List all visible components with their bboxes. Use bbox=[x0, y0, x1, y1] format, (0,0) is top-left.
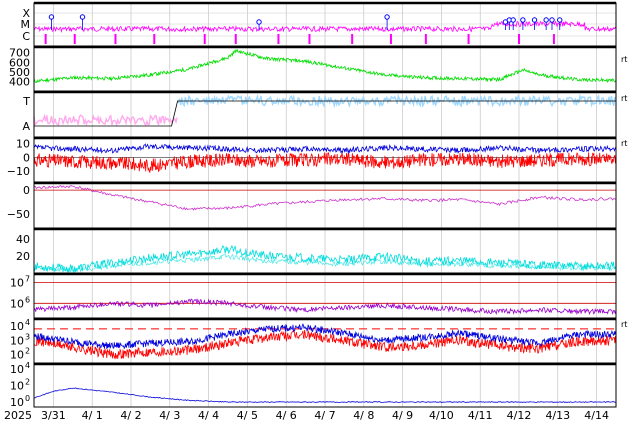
ytick-dst--50: −50 bbox=[7, 208, 30, 221]
xtick-label: 4/ 4 bbox=[198, 409, 219, 422]
xtick-label: 4/ 5 bbox=[237, 409, 258, 422]
bt-line bbox=[33, 143, 617, 155]
ytick-bz-0: 0 bbox=[23, 151, 30, 164]
flare-marker bbox=[256, 19, 262, 25]
flare-marker bbox=[48, 14, 55, 20]
proton-flux-blue-line bbox=[33, 323, 617, 350]
xray-flux-line bbox=[33, 20, 617, 33]
xtick-label: 4/11 bbox=[468, 409, 493, 422]
xtick-label: 4/ 3 bbox=[159, 409, 180, 422]
flare-marker bbox=[510, 17, 516, 23]
ytick-exp-proton-2: 2 bbox=[25, 346, 30, 355]
xtick-label: 4/ 6 bbox=[276, 409, 297, 422]
xtick-label: 4/ 8 bbox=[353, 409, 374, 422]
ytick-electron-6: 10 bbox=[10, 297, 24, 310]
xtick-label: 4/14 bbox=[584, 409, 609, 422]
ytick-dst-0: 0 bbox=[23, 184, 30, 197]
right-tag: rt bbox=[621, 94, 627, 103]
ytick-exp-hep-0: 0 bbox=[25, 394, 30, 403]
ytick-speed-400: 400 bbox=[9, 75, 30, 88]
sector-label-away: A bbox=[22, 120, 30, 133]
ytick-speed-700: 700 bbox=[9, 47, 30, 60]
xtick-label: 4/ 1 bbox=[82, 409, 103, 422]
ytick-proton-3: 10 bbox=[10, 334, 24, 347]
ytick-electron-7: 10 bbox=[10, 276, 24, 289]
xtick-label: 4/ 7 bbox=[314, 409, 335, 422]
ytick-bz-10: 10 bbox=[16, 138, 30, 151]
ytick-speed-500: 500 bbox=[9, 66, 30, 79]
wind-speed-line bbox=[33, 48, 617, 84]
flare-marker bbox=[531, 17, 538, 23]
flare-marker bbox=[557, 17, 563, 23]
ytick-exp-electron-6: 6 bbox=[25, 295, 30, 304]
right-tag: rt bbox=[621, 320, 627, 329]
ytick-speed-600: 600 bbox=[9, 56, 30, 69]
ytick-hep-2: 10 bbox=[10, 380, 24, 393]
flare-class-label-x: X bbox=[22, 7, 30, 20]
ytick-exp-hep-2: 2 bbox=[25, 378, 30, 387]
kp-line bbox=[33, 244, 617, 274]
right-tag: rt bbox=[621, 139, 627, 148]
ytick-bz--10: −10 bbox=[7, 165, 30, 178]
xtick-label: 4/10 bbox=[429, 409, 454, 422]
ytick-exp-proton-4: 4 bbox=[25, 318, 30, 327]
right-tag: rt bbox=[621, 55, 627, 64]
sector-polarity-line bbox=[34, 100, 616, 127]
sector-label-toward: T bbox=[22, 95, 30, 108]
xtick-label: 4/ 2 bbox=[120, 409, 141, 422]
ytick-proton-2: 10 bbox=[10, 348, 24, 361]
dst-line bbox=[33, 185, 617, 211]
ytick-kp-40: 40 bbox=[16, 233, 30, 246]
high-energy-proton-line bbox=[33, 387, 617, 403]
ytick-exp-electron-7: 7 bbox=[25, 274, 30, 283]
flare-marker bbox=[384, 14, 390, 20]
bz-line bbox=[33, 152, 617, 174]
electron-flux-line bbox=[33, 298, 617, 316]
year-label: 2025 bbox=[4, 409, 32, 422]
flare-marker bbox=[79, 14, 86, 20]
ytick-proton-4: 10 bbox=[10, 320, 24, 333]
xtick-label: 4/ 9 bbox=[392, 409, 413, 422]
ytick-exp-proton-3: 3 bbox=[25, 332, 30, 341]
flare-class-label-c: C bbox=[22, 30, 30, 43]
ytick-exp-hep-4: 4 bbox=[25, 361, 30, 370]
sector-away-line bbox=[33, 113, 178, 127]
ytick-kp-20: 20 bbox=[16, 250, 30, 263]
flare-marker bbox=[543, 17, 549, 23]
xtick-label: 4/12 bbox=[507, 409, 532, 422]
flare-marker bbox=[549, 17, 555, 23]
flare-marker bbox=[520, 17, 526, 23]
proton-flux-red-line bbox=[34, 329, 617, 360]
kp-line-2 bbox=[33, 253, 617, 273]
ytick-hep-4: 10 bbox=[10, 363, 24, 376]
xtick-label: 4/13 bbox=[545, 409, 570, 422]
flare-class-label-m: M bbox=[21, 18, 31, 31]
sector-toward-line bbox=[177, 93, 617, 109]
xtick-label: 3/31 bbox=[41, 409, 66, 422]
ytick-hep-0: 10 bbox=[10, 396, 24, 409]
